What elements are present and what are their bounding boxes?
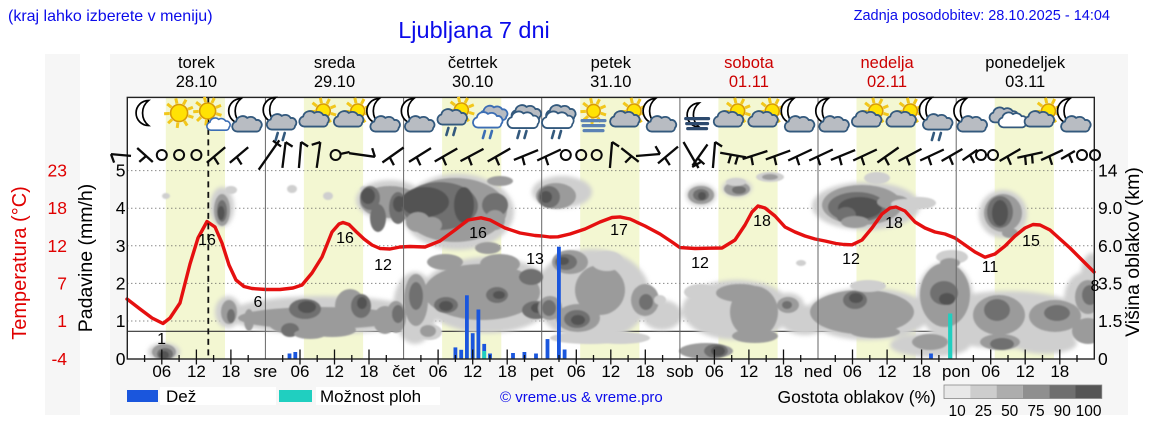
svg-text:6: 6: [254, 294, 263, 311]
svg-text:Padavine (mm/h): Padavine (mm/h): [75, 184, 97, 332]
svg-text:13: 13: [526, 251, 544, 268]
svg-text:0: 0: [1098, 349, 1108, 369]
svg-text:28.10: 28.10: [176, 73, 217, 91]
svg-text:16: 16: [198, 232, 216, 249]
svg-text:06: 06: [152, 362, 171, 381]
svg-text:sre: sre: [254, 362, 278, 381]
svg-text:18: 18: [1050, 362, 1069, 381]
svg-text:12: 12: [48, 236, 67, 256]
svg-text:Zadnja posodobitev: 28.10.2025: Zadnja posodobitev: 28.10.2025 - 14:04: [854, 8, 1110, 24]
svg-text:12: 12: [463, 362, 482, 381]
svg-text:12: 12: [1016, 362, 1035, 381]
svg-text:1.5: 1.5: [1098, 311, 1122, 331]
svg-text:sob: sob: [666, 362, 693, 381]
svg-text:sreda: sreda: [314, 54, 356, 72]
svg-text:Gostota oblakov (%): Gostota oblakov (%): [777, 387, 936, 407]
svg-text:06: 06: [291, 362, 310, 381]
svg-text:7: 7: [57, 273, 67, 293]
svg-text:12: 12: [374, 257, 392, 274]
svg-text:18: 18: [912, 362, 931, 381]
svg-text:18: 18: [221, 362, 240, 381]
svg-text:čet: čet: [392, 362, 415, 381]
svg-text:30.10: 30.10: [452, 73, 493, 91]
svg-text:50: 50: [1001, 403, 1019, 420]
svg-text:petek: petek: [591, 54, 632, 72]
svg-text:12: 12: [842, 251, 860, 268]
svg-text:06: 06: [981, 362, 1000, 381]
svg-text:12: 12: [187, 362, 206, 381]
svg-text:© vreme.us & vreme.pro: © vreme.us & vreme.pro: [500, 389, 663, 406]
svg-text:3: 3: [116, 236, 126, 256]
svg-text:75: 75: [1027, 403, 1044, 420]
svg-text:14: 14: [1098, 161, 1118, 181]
svg-text:0: 0: [116, 349, 126, 369]
svg-text:90: 90: [1054, 403, 1072, 420]
svg-text:18: 18: [498, 362, 517, 381]
svg-text:12: 12: [691, 255, 709, 272]
svg-text:ponedeljek: ponedeljek: [985, 54, 1066, 72]
svg-text:-4: -4: [51, 349, 67, 369]
svg-text:4: 4: [116, 198, 126, 218]
svg-text:Ljubljana 7 dni: Ljubljana 7 dni: [398, 17, 550, 43]
svg-text:5: 5: [116, 161, 126, 181]
svg-text:12: 12: [878, 362, 897, 381]
svg-text:9.0: 9.0: [1098, 198, 1123, 218]
svg-text:Dež: Dež: [166, 387, 196, 406]
svg-text:18: 18: [48, 198, 67, 218]
svg-text:3.5: 3.5: [1098, 273, 1122, 293]
svg-text:23: 23: [48, 161, 67, 181]
svg-text:pon: pon: [942, 362, 970, 381]
svg-text:Višina oblakov (km): Višina oblakov (km): [1122, 167, 1144, 337]
svg-text:18: 18: [753, 213, 771, 230]
svg-text:1: 1: [116, 311, 126, 331]
svg-text:18: 18: [636, 362, 655, 381]
svg-text:06: 06: [429, 362, 448, 381]
svg-text:četrtek: četrtek: [448, 54, 498, 72]
svg-text:2: 2: [116, 273, 126, 293]
svg-text:06: 06: [705, 362, 724, 381]
svg-text:02.11: 02.11: [867, 73, 907, 91]
svg-text:1: 1: [57, 311, 67, 331]
svg-text:18: 18: [360, 362, 379, 381]
svg-text:12: 12: [601, 362, 620, 381]
svg-text:06: 06: [567, 362, 586, 381]
svg-text:12: 12: [739, 362, 758, 381]
svg-text:100: 100: [1076, 403, 1102, 420]
svg-text:ned: ned: [804, 362, 832, 381]
svg-text:sobota: sobota: [724, 54, 774, 72]
svg-text:03.11: 03.11: [1005, 73, 1045, 91]
svg-text:10: 10: [948, 403, 966, 420]
svg-text:nedelja: nedelja: [860, 54, 914, 72]
svg-text:18: 18: [885, 215, 903, 232]
svg-text:15: 15: [1022, 233, 1040, 250]
svg-text:18: 18: [774, 362, 793, 381]
svg-text:(kraj lahko izberete v meniju): (kraj lahko izberete v meniju): [8, 8, 213, 25]
svg-text:16: 16: [336, 230, 354, 247]
svg-text:torek: torek: [178, 54, 215, 72]
svg-text:12: 12: [325, 362, 344, 381]
svg-text:17: 17: [610, 222, 628, 239]
svg-text:29.10: 29.10: [314, 73, 355, 91]
svg-text:1: 1: [157, 331, 166, 348]
svg-text:8: 8: [1091, 278, 1100, 295]
svg-text:31.10: 31.10: [590, 73, 631, 91]
svg-text:Možnost ploh: Možnost ploh: [320, 387, 421, 406]
svg-text:06: 06: [843, 362, 862, 381]
svg-text:11: 11: [982, 259, 999, 276]
svg-text:16: 16: [469, 225, 487, 242]
svg-text:01.11: 01.11: [729, 73, 769, 91]
svg-text:Temperatura (°C): Temperatura (°C): [9, 186, 31, 340]
svg-text:6.0: 6.0: [1098, 236, 1123, 256]
svg-text:25: 25: [975, 403, 992, 420]
svg-text:pet: pet: [530, 362, 554, 381]
